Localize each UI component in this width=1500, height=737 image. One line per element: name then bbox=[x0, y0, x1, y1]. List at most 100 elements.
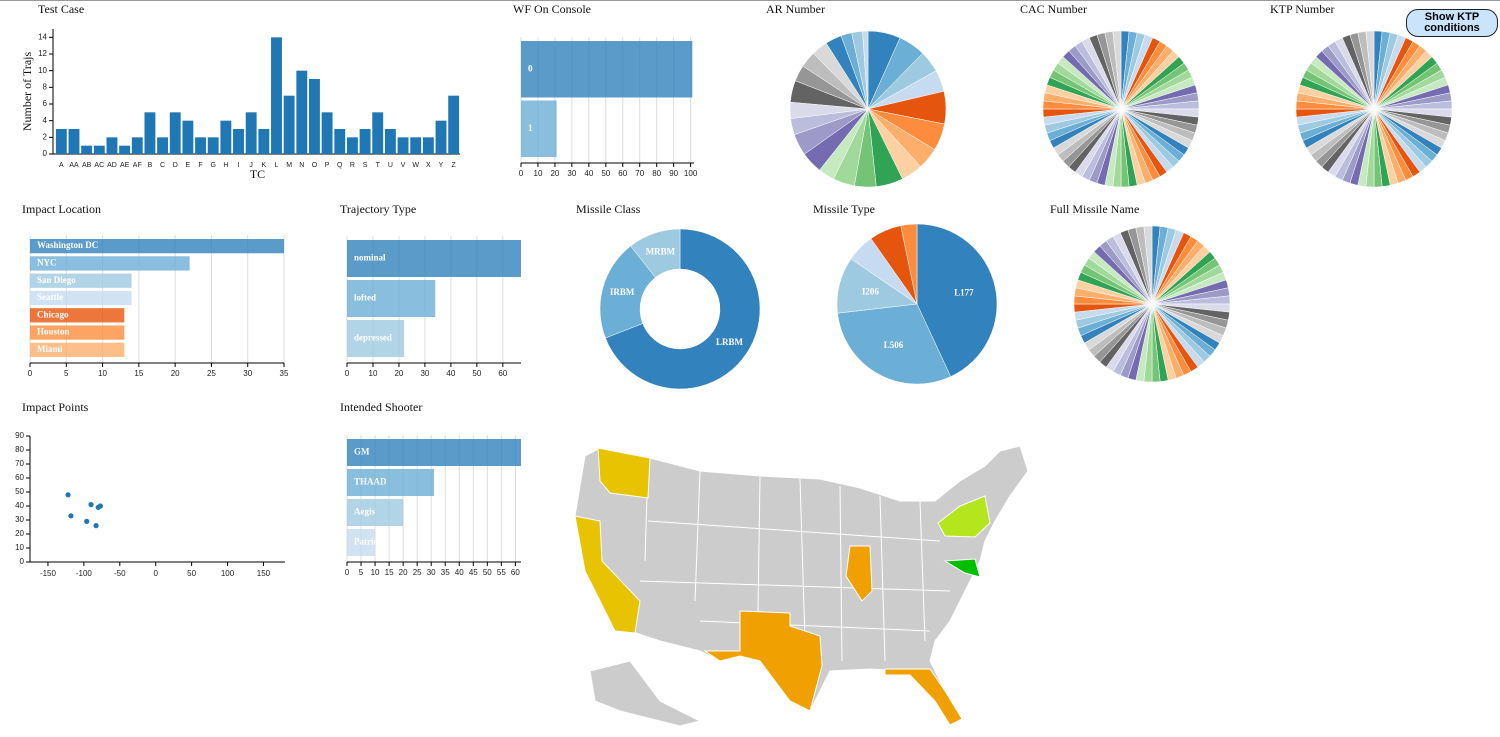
x-tick-label: X bbox=[426, 162, 431, 169]
y-axis-label: Number of Trajs bbox=[20, 52, 34, 132]
bar bbox=[131, 137, 143, 154]
bar-label: Aegis bbox=[354, 507, 375, 517]
show-ktp-button[interactable]: Show KTP conditions bbox=[1406, 9, 1498, 37]
chart-title: Trajectory Type bbox=[340, 202, 416, 216]
x-tick-label: 55 bbox=[497, 568, 506, 577]
slice-label: MRBM bbox=[646, 246, 676, 256]
point bbox=[65, 492, 71, 498]
state-washington bbox=[597, 447, 651, 499]
state-florida bbox=[884, 668, 963, 726]
y-tick-label: 90 bbox=[15, 431, 24, 440]
bar bbox=[195, 137, 206, 154]
y-tick-label: 20 bbox=[15, 529, 24, 538]
x-tick-label: 30 bbox=[567, 169, 576, 178]
bar bbox=[347, 529, 376, 556]
x-tick-label: 20 bbox=[171, 369, 180, 378]
x-tick-label: 30 bbox=[427, 568, 436, 577]
slice bbox=[630, 228, 681, 278]
bar-label: lofted bbox=[354, 293, 376, 303]
x-tick-label: A bbox=[59, 162, 64, 169]
y-tick-label: 0 bbox=[20, 557, 25, 566]
x-tick-label: -100 bbox=[76, 569, 93, 578]
x-tick-label: B bbox=[148, 162, 153, 169]
x-tick-label: G bbox=[210, 162, 215, 169]
x-tick-label: 50 bbox=[187, 569, 196, 578]
bar-label: Chicago bbox=[37, 309, 69, 319]
slice bbox=[900, 223, 918, 305]
slice bbox=[837, 303, 951, 385]
chart-title: KTP Number bbox=[1270, 2, 1335, 16]
x-tick-label: 50 bbox=[483, 568, 492, 577]
slice-label: IRBM bbox=[610, 287, 635, 297]
x-tick-label: 40 bbox=[584, 169, 593, 178]
bar-label: Houston bbox=[37, 327, 70, 337]
x-tick-label: D bbox=[173, 162, 178, 169]
bar bbox=[347, 499, 404, 526]
bar bbox=[410, 137, 422, 154]
chart-title: CAC Number bbox=[1020, 2, 1087, 16]
bar bbox=[68, 129, 80, 154]
slice-label: L177 bbox=[954, 288, 974, 298]
chart-title: Test Case bbox=[38, 2, 84, 16]
x-tick-label: E bbox=[186, 162, 191, 169]
chart-title: Impact Location bbox=[22, 202, 101, 216]
bar bbox=[347, 240, 521, 277]
y-tick-label: 2 bbox=[43, 132, 48, 141]
slice bbox=[1112, 30, 1122, 110]
x-tick-label: AD bbox=[107, 162, 117, 169]
chart-title: Full Missile Name bbox=[1050, 202, 1139, 216]
chart-title: Missile Class bbox=[576, 202, 641, 216]
state-new-york bbox=[937, 495, 991, 538]
bar bbox=[258, 129, 270, 154]
state-california bbox=[574, 515, 641, 634]
x-tick-label: 60 bbox=[498, 369, 507, 378]
x-tick-label: AA bbox=[69, 162, 79, 169]
state-illinois bbox=[845, 545, 873, 602]
bar bbox=[169, 112, 181, 154]
x-tick-label: 25 bbox=[207, 369, 216, 378]
bar bbox=[347, 469, 434, 496]
bar-label: Miami bbox=[37, 344, 63, 354]
point bbox=[88, 502, 94, 508]
x-tick-label: U bbox=[388, 162, 393, 169]
x-tick-label: 90 bbox=[669, 169, 678, 178]
x-tick-label: 100 bbox=[221, 569, 235, 578]
bar bbox=[321, 112, 333, 154]
slice-label: I206 bbox=[862, 287, 880, 297]
x-tick-label: 150 bbox=[257, 569, 271, 578]
bar-label: NYC bbox=[37, 257, 57, 267]
bar bbox=[30, 308, 125, 323]
point bbox=[68, 513, 74, 519]
x-tick-label: N bbox=[299, 162, 304, 169]
slice bbox=[1143, 225, 1153, 305]
y-tick-label: 50 bbox=[15, 487, 24, 496]
bar bbox=[30, 273, 132, 288]
x-tick-label: W bbox=[412, 162, 419, 169]
bar bbox=[207, 137, 219, 154]
x-tick-label: -150 bbox=[40, 569, 57, 578]
state-maryland bbox=[943, 558, 981, 578]
y-tick-label: 8 bbox=[43, 82, 48, 91]
x-tick-label: J bbox=[249, 162, 253, 169]
x-tick-label: O bbox=[312, 162, 318, 169]
bar bbox=[347, 439, 521, 466]
slice bbox=[862, 30, 869, 110]
state-lines bbox=[639, 460, 951, 662]
point bbox=[97, 503, 103, 509]
x-tick-label: I bbox=[238, 162, 240, 169]
x-tick-label: V bbox=[401, 162, 406, 169]
bar bbox=[521, 100, 557, 157]
x-tick-label: Z bbox=[452, 162, 457, 169]
bar-label: GM bbox=[354, 447, 370, 457]
x-tick-label: T bbox=[376, 162, 381, 169]
bar bbox=[296, 70, 308, 154]
x-tick-label: 25 bbox=[413, 568, 422, 577]
bar-label: 1 bbox=[528, 123, 533, 133]
x-tick-label: AB bbox=[82, 162, 92, 169]
bar bbox=[245, 112, 257, 154]
bar bbox=[119, 145, 131, 154]
x-tick-label: 20 bbox=[550, 169, 559, 178]
bar bbox=[397, 137, 409, 154]
x-tick-label: AC bbox=[94, 162, 104, 169]
